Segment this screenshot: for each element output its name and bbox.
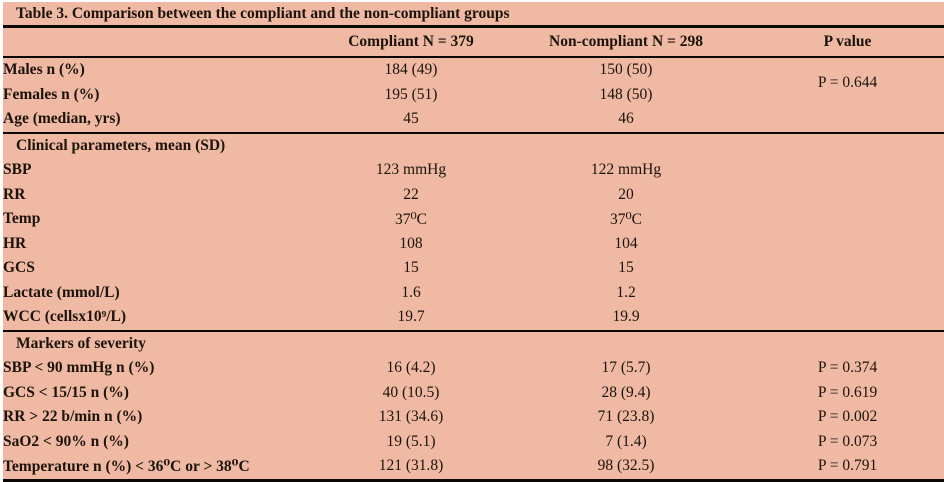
noncompliant-value: 17 (5.7) bbox=[601, 359, 651, 377]
compliant-value: 15 bbox=[403, 259, 419, 277]
noncompliant-value: 37⁰C bbox=[609, 210, 643, 228]
noncompliant-value: 20 bbox=[618, 185, 634, 203]
compliant-value: 19.7 bbox=[321, 305, 501, 332]
compliant-value: 108 bbox=[399, 234, 423, 252]
table-title-row: Table 3. Comparison between the complian… bbox=[3, 2, 944, 28]
compliant-value: 45 bbox=[321, 107, 501, 134]
noncompliant-value: 71 (23.8) bbox=[597, 408, 655, 426]
row-label: WCC (cellsx10⁹/L) bbox=[3, 305, 321, 332]
pvalue-empty bbox=[751, 232, 944, 257]
compliant-value: 121 (31.8) bbox=[321, 454, 501, 482]
compliant-value: 195 (51) bbox=[384, 85, 438, 103]
column-header-row: Compliant N = 379 Non-compliant N = 298 … bbox=[3, 26, 944, 58]
column-header-noncompliant: Non-compliant N = 298 bbox=[501, 26, 751, 58]
pvalue-empty bbox=[751, 305, 944, 332]
column-header-pvalue: P value bbox=[751, 26, 944, 58]
compliant-value: 16 (4.2) bbox=[386, 359, 436, 377]
noncompliant-value: 104 bbox=[614, 234, 638, 252]
row-label: SaO2 < 90% n (%) bbox=[3, 432, 129, 450]
table-row-hr: HR 108 104 bbox=[3, 232, 944, 257]
table-row-temperature-abnormal: Temperature n (%) < 36⁰C or > 38⁰C 121 (… bbox=[3, 454, 944, 482]
pvalue: P = 0.002 bbox=[817, 408, 878, 426]
noncompliant-value: 1.2 bbox=[616, 283, 636, 301]
row-label: RR bbox=[3, 185, 26, 203]
pvalue-empty bbox=[751, 183, 944, 208]
pvalue: P = 0.619 bbox=[817, 383, 878, 401]
table-row-females: Females n (%) 195 (51) 148 (50) bbox=[3, 83, 944, 108]
compliant-value: 1.6 bbox=[401, 283, 421, 301]
table-row-age: Age (median, yrs) 45 46 bbox=[3, 107, 944, 134]
row-label: Lactate (mmol/L) bbox=[3, 283, 120, 301]
noncompliant-value: 15 bbox=[618, 259, 634, 277]
section-header-clinical: Clinical parameters, mean (SD) bbox=[3, 133, 944, 159]
section-header-severity: Markers of severity bbox=[3, 331, 944, 357]
pvalue-empty bbox=[751, 107, 944, 134]
row-label: Males n (%) bbox=[3, 61, 85, 79]
noncompliant-value: 28 (9.4) bbox=[601, 383, 651, 401]
row-label: GCS bbox=[3, 259, 35, 277]
table-row-rr: RR 22 20 bbox=[3, 183, 944, 208]
pvalue: P = 0.791 bbox=[751, 454, 944, 482]
table-row-gcs: GCS 15 15 bbox=[3, 256, 944, 281]
table-row-males: Males n (%) 184 (49) 150 (50) P = 0.644 bbox=[3, 57, 944, 90]
compliant-value: 123 mmHg bbox=[375, 161, 447, 179]
table-row-temp: Temp 37⁰C 37⁰C bbox=[3, 207, 944, 232]
row-label: Temp bbox=[3, 210, 41, 228]
compliant-value: 37⁰C bbox=[394, 210, 428, 228]
compliant-value: 184 (49) bbox=[384, 61, 438, 79]
table-row-sao2-low: SaO2 < 90% n (%) 19 (5.1) 7 (1.4) P = 0.… bbox=[3, 430, 944, 455]
table-row-sbp: SBP 123 mmHg 122 mmHg bbox=[3, 158, 944, 183]
noncompliant-value: 46 bbox=[501, 107, 751, 134]
compliant-value: 19 (5.1) bbox=[386, 432, 436, 450]
pvalue-empty bbox=[751, 256, 944, 281]
row-label: SBP bbox=[3, 161, 32, 179]
column-header-empty bbox=[3, 26, 321, 58]
row-label: Age (median, yrs) bbox=[3, 107, 321, 134]
row-label: Temperature n (%) < 36⁰C or > 38⁰C bbox=[3, 454, 321, 482]
row-label: RR > 22 b/min n (%) bbox=[3, 408, 143, 426]
table-row-sbp-low: SBP < 90 mmHg n (%) 16 (4.2) 17 (5.7) P … bbox=[3, 356, 944, 381]
compliant-value: 22 bbox=[403, 185, 419, 203]
section-header-label: Markers of severity bbox=[16, 334, 146, 352]
pvalue-empty bbox=[751, 281, 944, 306]
table-row-rr-high: RR > 22 b/min n (%) 131 (34.6) 71 (23.8)… bbox=[3, 405, 944, 430]
noncompliant-value: 7 (1.4) bbox=[605, 432, 647, 450]
pvalue: P = 0.073 bbox=[817, 432, 878, 450]
pvalue-empty bbox=[751, 207, 944, 232]
table-page-background: Table 3. Comparison between the complian… bbox=[3, 2, 944, 482]
compliant-value: 40 (10.5) bbox=[382, 383, 440, 401]
noncompliant-value: 19.9 bbox=[501, 305, 751, 332]
row-label: HR bbox=[3, 234, 27, 252]
compliant-value: 131 (34.6) bbox=[378, 408, 444, 426]
comparison-table: Table 3. Comparison between the complian… bbox=[3, 2, 944, 482]
noncompliant-value: 122 mmHg bbox=[590, 161, 662, 179]
table-row-lactate: Lactate (mmol/L) 1.6 1.2 bbox=[3, 281, 944, 306]
row-label: GCS < 15/15 n (%) bbox=[3, 383, 129, 401]
table-title: Table 3. Comparison between the complian… bbox=[3, 2, 944, 28]
section-header-label: Clinical parameters, mean (SD) bbox=[16, 136, 226, 154]
pvalue-sex: P = 0.644 bbox=[817, 73, 878, 91]
noncompliant-value: 150 (50) bbox=[599, 61, 653, 79]
table-row-gcs-low: GCS < 15/15 n (%) 40 (10.5) 28 (9.4) P =… bbox=[3, 381, 944, 406]
column-header-compliant: Compliant N = 379 bbox=[321, 26, 501, 58]
row-label: SBP < 90 mmHg n (%) bbox=[3, 359, 155, 377]
noncompliant-value: 98 (32.5) bbox=[501, 454, 751, 482]
pvalue-empty bbox=[751, 158, 944, 183]
row-label: Females n (%) bbox=[3, 85, 100, 103]
noncompliant-value: 148 (50) bbox=[599, 85, 653, 103]
pvalue: P = 0.374 bbox=[817, 359, 878, 377]
table-row-wcc: WCC (cellsx10⁹/L) 19.7 19.9 bbox=[3, 305, 944, 332]
